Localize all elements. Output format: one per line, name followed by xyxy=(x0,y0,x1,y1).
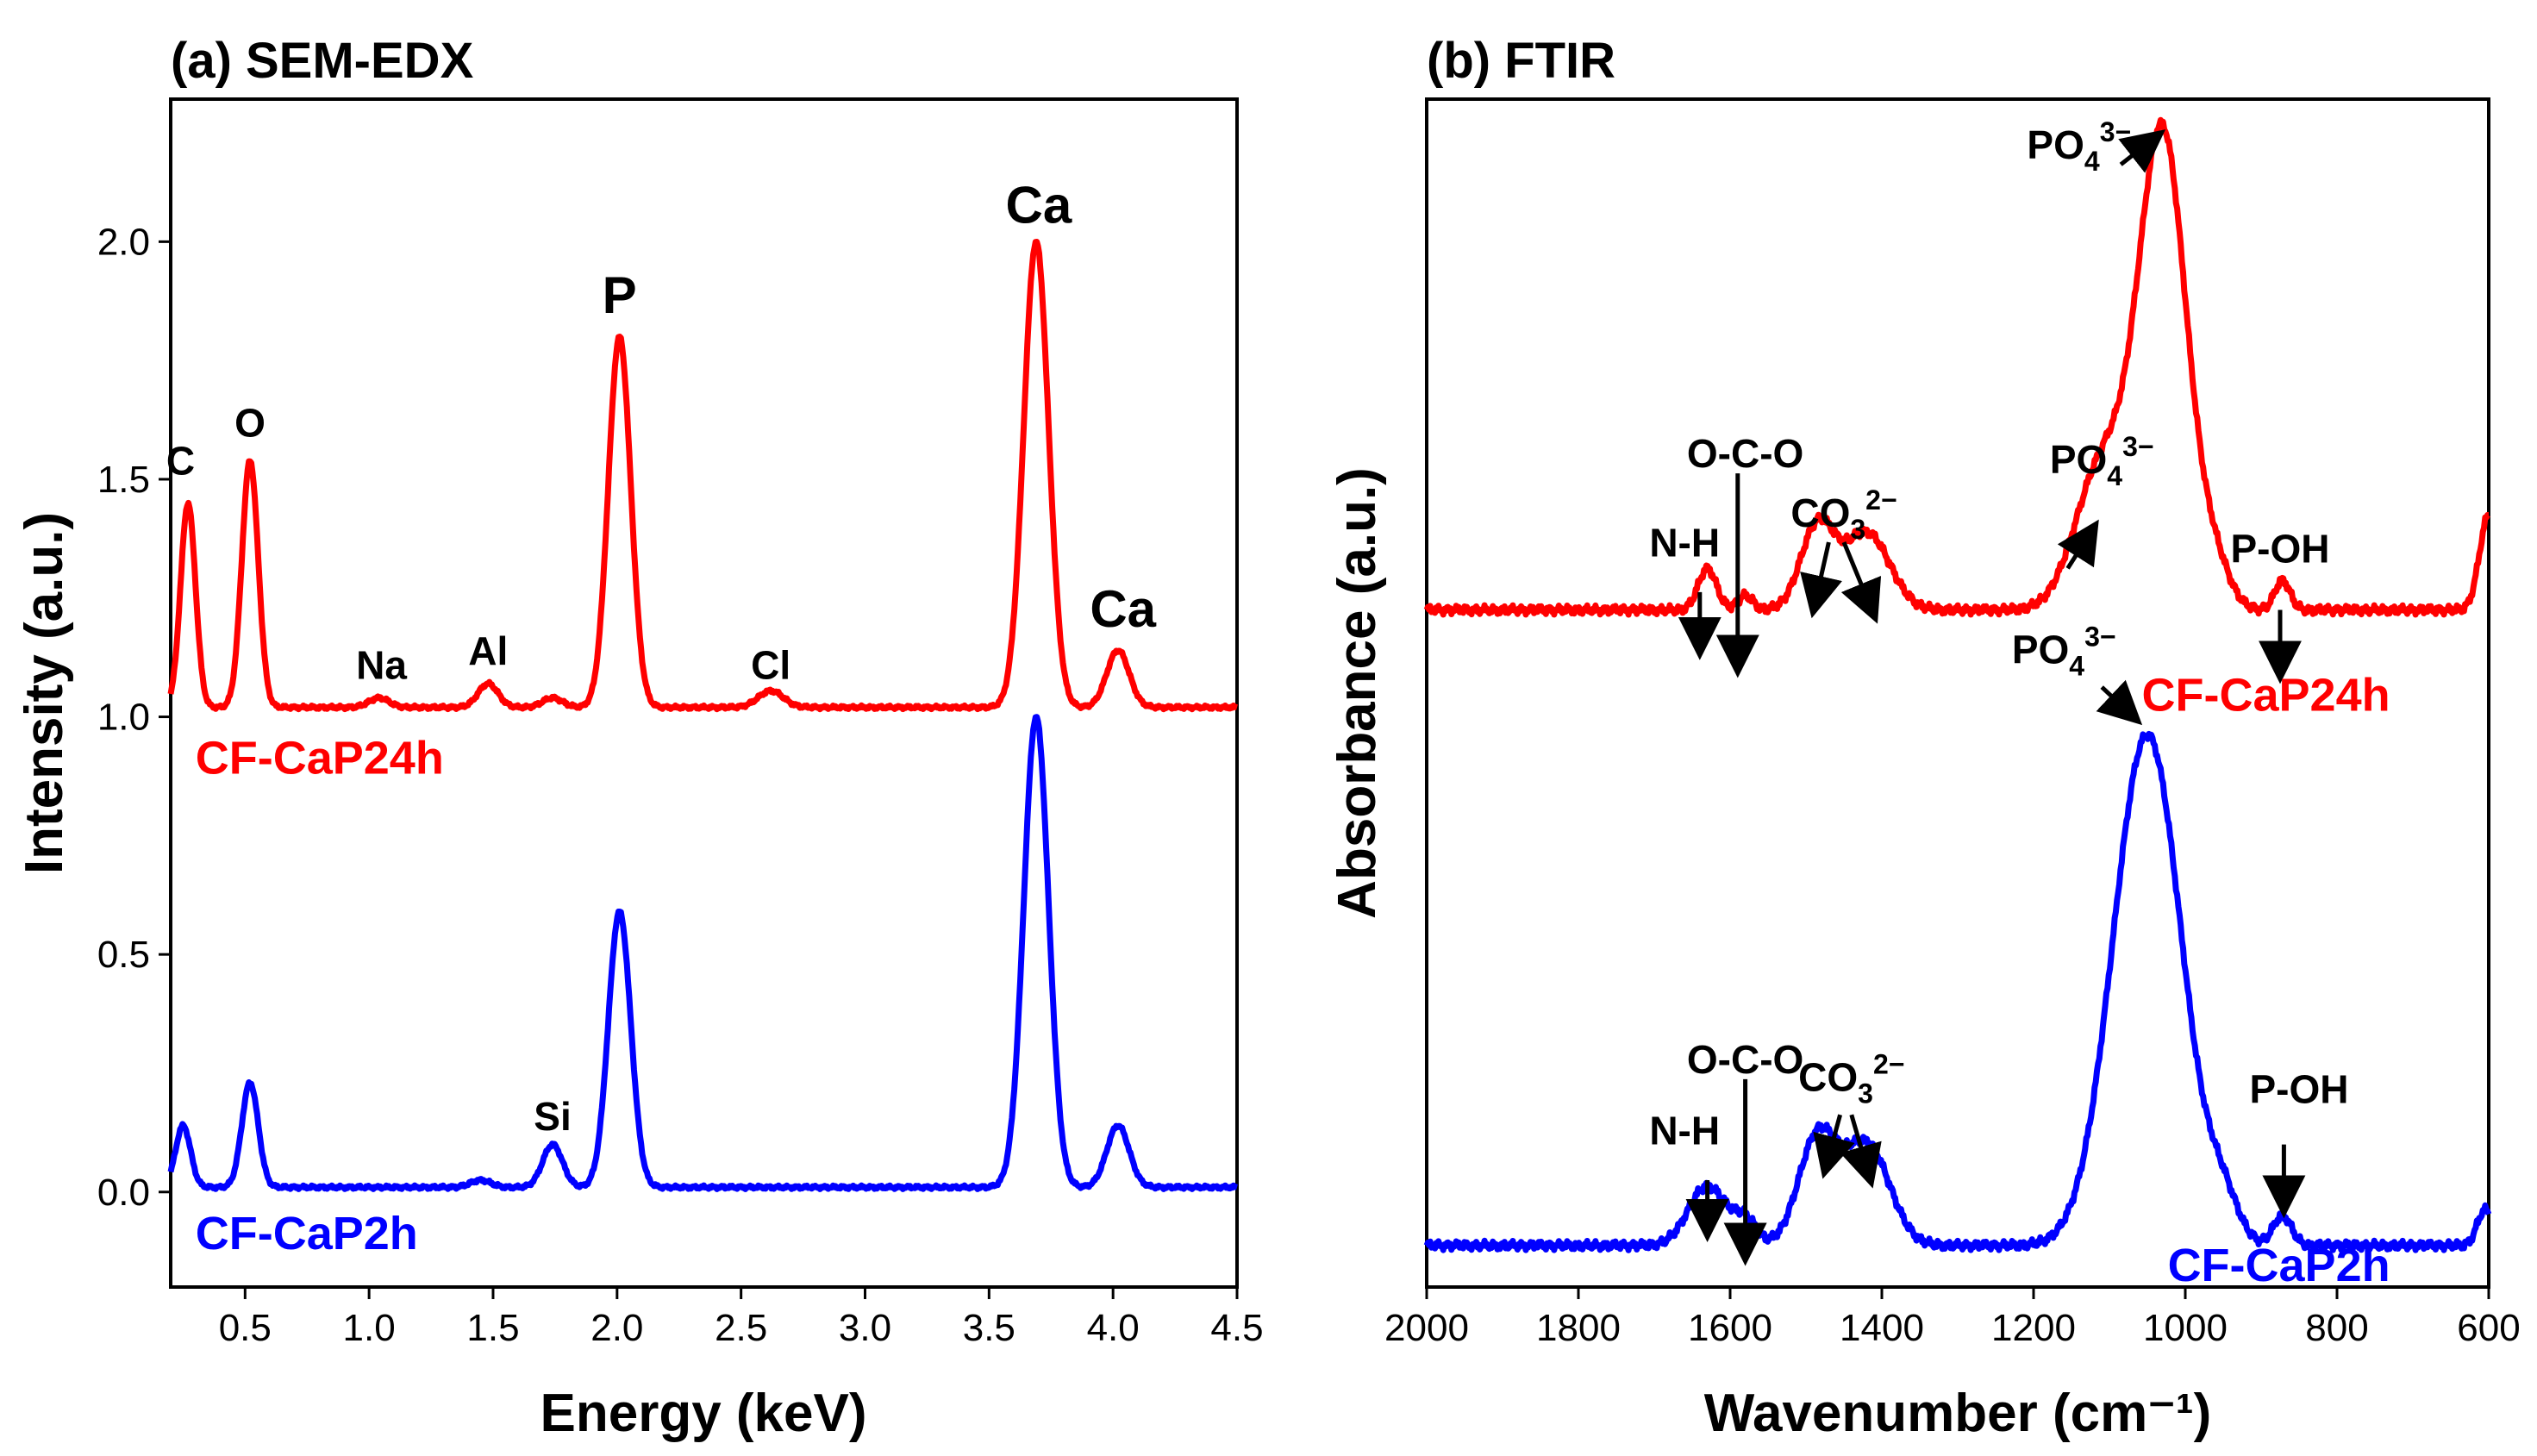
b-series-cf-cap2h xyxy=(1423,730,2492,1253)
b-arrow-2 xyxy=(1800,541,1842,619)
a-xtick-label-1: 1.0 xyxy=(343,1307,396,1349)
panel-b-ylabel: Absorbance (a.u.) xyxy=(1328,467,1387,919)
a-ytick-label-3: 1.5 xyxy=(97,459,150,501)
a-xtick-label-5: 3.0 xyxy=(839,1307,891,1349)
b-arrow-4 xyxy=(2057,519,2099,570)
b-series-label-1: CF-CaP2h xyxy=(2168,1240,2390,1291)
a-series-cf-cap24h xyxy=(167,239,1240,713)
b-xtick-label-4: 1200 xyxy=(1991,1307,2076,1349)
b-annotation-8: CO32− xyxy=(1798,1049,1904,1109)
b-annotation-7: O-C-O xyxy=(1687,1037,1803,1082)
b-annotation-5: P-OH xyxy=(2231,526,2330,571)
panel-b-ftir: (b) FTIR 2000 1800 1600 1400 1200 1000 800 600 … xyxy=(1328,33,2521,1443)
a-xtick-label-2: 1.5 xyxy=(466,1307,519,1349)
a-annotation-2: Na xyxy=(356,642,407,687)
b-annotation-1: O-C-O xyxy=(1687,431,1803,476)
panel-b-xlabel: Wavenumber (cm⁻¹) xyxy=(1704,1384,2212,1443)
a-annotation-8: Si xyxy=(534,1094,571,1139)
a-ytick-label-0: 0.0 xyxy=(97,1172,150,1214)
a-annotation-6: Ca xyxy=(1006,176,1072,234)
a-xtick-label-3: 2.0 xyxy=(591,1307,643,1349)
b-series-label-0: CF-CaP24h xyxy=(2142,670,2390,722)
a-xtick-label-7: 4.0 xyxy=(1087,1307,1140,1349)
a-xtick-label-4: 2.5 xyxy=(715,1307,767,1349)
panel-a-ticks: 0.5 1.0 1.5 2.0 2.5 3.0 3.5 4.0 4.5 0.0 0.5 1.0 1.5 2… xyxy=(97,221,1264,1349)
b-annotation-0: N-H xyxy=(1649,521,1720,566)
panel-b-annotations: N-HO-C-OCO32−PO43−PO43−P-OHN-HO-C-OCO32−… xyxy=(1649,116,2390,1291)
b-arrow-10 xyxy=(1840,1114,1882,1189)
a-xtick-label-0: 0.5 xyxy=(219,1307,272,1349)
a-series-label-1: CF-CaP2h xyxy=(196,1208,418,1259)
b-xtick-label-2: 1600 xyxy=(1688,1307,1772,1349)
b-xtick-label-1: 1800 xyxy=(1536,1307,1621,1349)
b-arrow-5 xyxy=(2118,129,2166,173)
a-series-cf-cap2h xyxy=(167,714,1240,1192)
b-annotation-2: CO32− xyxy=(1790,484,1897,545)
panel-a-annotations: CO Na Al P Cl Ca Ca Si CF-CaP24h CF-CaP2h xyxy=(166,176,1157,1259)
a-series-label-0: CF-CaP24h xyxy=(196,733,444,784)
b-series-cf-cap24h xyxy=(1423,116,2491,618)
b-xtick-label-5: 1000 xyxy=(2143,1307,2228,1349)
b-arrow-11 xyxy=(2096,679,2143,726)
a-annotation-1: O xyxy=(234,400,266,445)
a-annotation-5: Cl xyxy=(751,642,790,687)
panel-a-frame xyxy=(169,97,1239,1289)
a-annotation-3: Al xyxy=(468,628,508,673)
panel-a-sem-edx: (a) SEM-EDX 0.5 1.0 1.5 2.0 2.5 3.0 3.5 4.0 4.50… xyxy=(15,33,1264,1443)
a-xtick-label-8: 4.5 xyxy=(1210,1307,1263,1349)
panel-a-ylabel: Intensity (a.u.) xyxy=(15,512,74,874)
b-arrow-9 xyxy=(1813,1114,1855,1179)
a-annotation-7: Ca xyxy=(1090,580,1156,638)
b-annotation-3: PO43− xyxy=(2050,431,2154,491)
a-ytick-label-1: 0.5 xyxy=(97,934,150,976)
a-ytick-label-4: 2.0 xyxy=(97,221,150,263)
b-annotation-9: PO43− xyxy=(2012,622,2116,682)
a-annotation-4: P xyxy=(603,266,637,324)
panel-a-title: (a) SEM-EDX xyxy=(171,33,474,89)
b-xtick-label-3: 1400 xyxy=(1840,1307,1924,1349)
b-xtick-label-7: 600 xyxy=(2457,1307,2520,1349)
b-xtick-label-6: 800 xyxy=(2305,1307,2368,1349)
b-arrow-3 xyxy=(1840,541,1882,624)
panel-b-series xyxy=(1423,116,2492,1253)
a-ytick-label-2: 1.0 xyxy=(97,697,150,739)
b-xtick-label-0: 2000 xyxy=(1384,1307,1469,1349)
panel-b-frame xyxy=(1425,97,2490,1289)
a-xtick-label-6: 3.5 xyxy=(963,1307,1015,1349)
panel-a-xlabel: Energy (keV) xyxy=(540,1384,866,1443)
panel-a-series xyxy=(167,239,1240,1192)
b-annotation-6: N-H xyxy=(1649,1109,1720,1153)
b-annotation-10: P-OH xyxy=(2250,1066,2349,1111)
a-annotation-0: C xyxy=(166,438,195,483)
panel-b-title: (b) FTIR xyxy=(1427,33,1615,89)
panel-b-ticks: 2000 1800 1600 1400 1200 1000 800 600 xyxy=(1384,1287,2521,1349)
b-annotation-4: PO43− xyxy=(2027,116,2131,177)
